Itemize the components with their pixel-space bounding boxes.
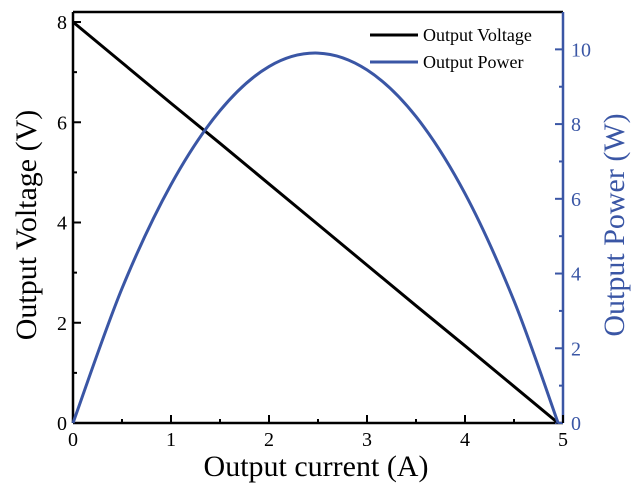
x-axis-title: Output current (A) [204, 450, 429, 483]
right-y-tick-label: 0 [571, 413, 581, 435]
right-y-tick-label: 10 [571, 39, 591, 61]
left-y-tick-label: 8 [57, 12, 67, 34]
right-y-tick-label: 4 [571, 264, 581, 286]
left-y-tick-label: 2 [57, 313, 67, 335]
right-y-tick-label: 6 [571, 189, 581, 211]
x-tick-label: 1 [166, 429, 176, 451]
legend-label-power: Output Power [423, 52, 524, 72]
x-tick-label: 5 [558, 429, 568, 451]
right-y-tick-label: 8 [571, 114, 581, 136]
series-layer [71, 20, 560, 425]
x-tick-label: 3 [362, 429, 372, 451]
x-axis: 0 1 2 3 4 5 [68, 415, 568, 451]
left-y-tick-label: 4 [57, 213, 67, 235]
x-tick-label: 2 [264, 429, 274, 451]
x-tick-label: 4 [460, 429, 470, 451]
left-y-axis-title: Output Voltage (V) [10, 110, 43, 341]
left-y-tick-label: 0 [57, 413, 67, 435]
plot-frame [71, 10, 565, 425]
left-y-tick-label: 6 [57, 112, 67, 134]
right-y-axis: 0 2 4 6 8 10 [555, 39, 591, 435]
x-tick-label: 0 [68, 429, 78, 451]
legend: Output Voltage Output Power [370, 25, 532, 72]
output-power-line [71, 51, 560, 424]
left-y-axis: 0 2 4 6 8 [57, 12, 81, 435]
right-y-axis-title: Output Power (W) [598, 113, 631, 336]
output-voltage-line [72, 20, 560, 425]
legend-label-voltage: Output Voltage [423, 25, 532, 45]
right-y-tick-label: 2 [571, 338, 581, 360]
